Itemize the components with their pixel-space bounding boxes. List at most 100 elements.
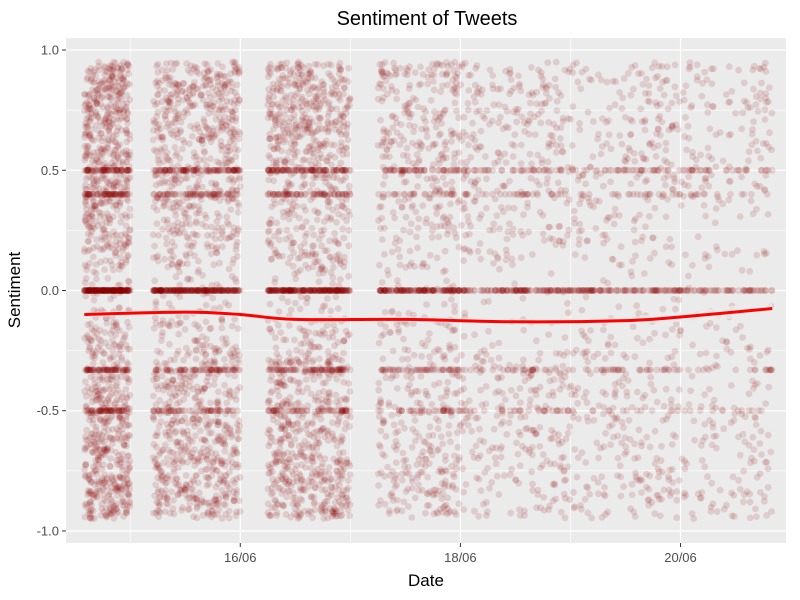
- data-point: [346, 423, 353, 430]
- data-point: [159, 190, 167, 198]
- data-point: [97, 416, 104, 423]
- data-point: [233, 81, 241, 89]
- data-point: [84, 472, 92, 480]
- data-point: [109, 213, 117, 221]
- data-point: [329, 206, 337, 214]
- data-point: [214, 367, 222, 374]
- data-point: [158, 172, 166, 180]
- data-point: [210, 261, 218, 269]
- data-point: [96, 376, 104, 383]
- data-point: [81, 466, 88, 473]
- data-point: [274, 501, 281, 509]
- data-point: [98, 192, 105, 200]
- data-point: [94, 190, 102, 198]
- data-point: [267, 60, 274, 68]
- data-point: [343, 217, 350, 225]
- data-point: [212, 347, 219, 355]
- data-point: [126, 80, 133, 88]
- data-point: [121, 211, 129, 219]
- data-point: [108, 407, 116, 415]
- data-point: [317, 366, 324, 374]
- data-point: [272, 334, 279, 342]
- data-point: [111, 287, 119, 294]
- data-point: [284, 298, 292, 306]
- data-point: [95, 208, 103, 216]
- data-point: [106, 462, 114, 470]
- data-point: [87, 116, 94, 123]
- data-point: [82, 211, 90, 219]
- data-point: [337, 438, 345, 446]
- data-point: [101, 438, 109, 445]
- data-point: [324, 477, 332, 485]
- data-point: [264, 114, 272, 122]
- data-point: [90, 347, 98, 355]
- data-point: [83, 115, 91, 122]
- data-point: [123, 214, 130, 221]
- data-point: [114, 197, 121, 205]
- data-point: [202, 466, 209, 473]
- data-point: [123, 413, 130, 420]
- data-point: [308, 225, 316, 232]
- data-point: [335, 251, 343, 258]
- data-point: [113, 92, 121, 99]
- data-point: [201, 436, 208, 444]
- data-point: [295, 399, 302, 406]
- data-point: [228, 322, 236, 330]
- data-point: [98, 366, 106, 374]
- data-point: [309, 146, 316, 153]
- data-point: [296, 214, 303, 222]
- data-point: [108, 498, 116, 505]
- data-point: [300, 117, 307, 125]
- data-point: [186, 220, 194, 228]
- data-point: [110, 287, 118, 294]
- data-point: [122, 166, 130, 174]
- data-point: [314, 287, 322, 294]
- data-point: [265, 97, 273, 104]
- chart-title: Sentiment of Tweets: [337, 8, 518, 30]
- data-point: [284, 166, 292, 174]
- data-point: [103, 407, 110, 415]
- data-point: [88, 506, 95, 513]
- data-point: [201, 60, 209, 67]
- data-point: [91, 333, 98, 341]
- data-point: [89, 430, 96, 437]
- data-point: [85, 166, 93, 174]
- data-point: [328, 488, 336, 496]
- data-point: [120, 148, 127, 156]
- data-point: [204, 422, 212, 430]
- data-point: [84, 190, 91, 198]
- data-point: [174, 162, 182, 170]
- data-point: [283, 493, 291, 501]
- data-point: [345, 459, 353, 467]
- data-point: [114, 245, 122, 253]
- data-point: [154, 108, 162, 116]
- data-point: [92, 287, 100, 294]
- data-point: [101, 71, 109, 79]
- data-point: [285, 432, 292, 439]
- data-point: [86, 246, 94, 254]
- data-point: [202, 318, 210, 326]
- data-point: [319, 81, 327, 89]
- data-point: [97, 200, 104, 208]
- data-point: [208, 231, 216, 239]
- data-point: [170, 496, 177, 504]
- data-point: [156, 500, 164, 508]
- data-point: [151, 314, 159, 322]
- data-point: [324, 437, 332, 444]
- data-point: [111, 78, 119, 86]
- data-point: [126, 499, 134, 507]
- data-point: [296, 305, 304, 313]
- data-point: [106, 375, 114, 383]
- data-point: [119, 287, 127, 294]
- data-point: [323, 428, 331, 436]
- data-point: [287, 114, 295, 122]
- data-point: [197, 397, 205, 404]
- data-point: [114, 287, 121, 294]
- data-point: [233, 486, 241, 494]
- data-point: [341, 395, 348, 402]
- data-point: [121, 183, 129, 191]
- data-point: [176, 83, 184, 91]
- data-point: [325, 390, 333, 398]
- data-point: [264, 228, 272, 236]
